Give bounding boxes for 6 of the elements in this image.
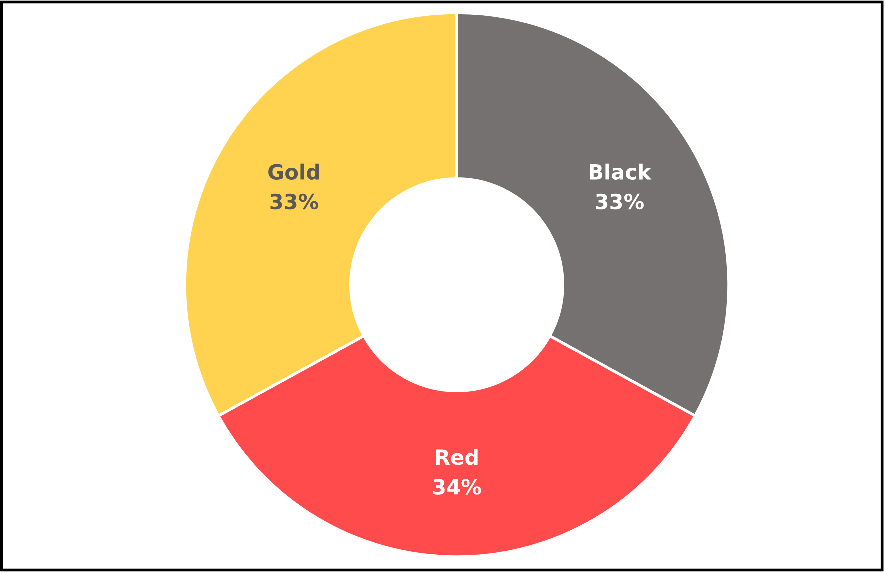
data-label: 34% [433, 479, 482, 495]
data-label: 33% [270, 194, 319, 210]
slice-label: Black [590, 164, 652, 180]
slice-label: Gold [268, 164, 320, 180]
data-label: 33% [596, 194, 644, 210]
slice-label: Red [436, 449, 478, 466]
